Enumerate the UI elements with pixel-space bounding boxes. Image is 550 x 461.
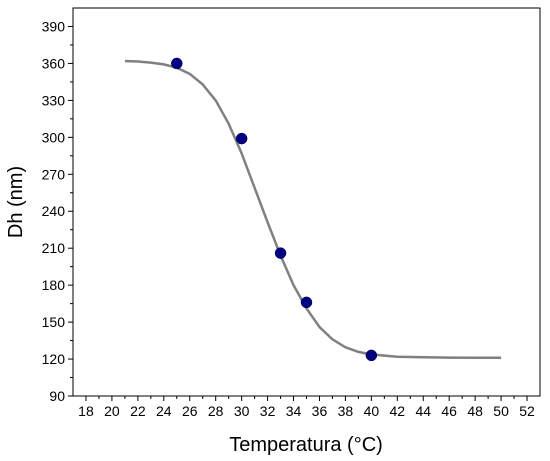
- x-tick-label: 36: [312, 403, 328, 419]
- x-tick-label: 46: [441, 403, 457, 419]
- y-axis: 90 120 150 180 210 240 270 300 330 360 390: [42, 18, 73, 404]
- y-tick-label: 120: [42, 351, 66, 367]
- y-axis-title: Dh (nm): [5, 166, 27, 238]
- y-tick-label: 330: [42, 92, 66, 108]
- x-tick-label: 22: [130, 403, 146, 419]
- x-tick-label: 18: [78, 403, 94, 419]
- x-tick-label: 44: [415, 403, 431, 419]
- x-tick-label: 48: [467, 403, 483, 419]
- x-tick-label: 20: [104, 403, 120, 419]
- x-tick-label: 24: [156, 403, 172, 419]
- x-axis-title: Temperatura (°C): [229, 434, 383, 456]
- x-tick-label: 30: [234, 403, 250, 419]
- y-tick-label: 240: [42, 203, 66, 219]
- data-point: [274, 247, 287, 259]
- x-axis: 18 20 22 24 26 28 30 32 34 36 38 40 42 44 46 48 50 52: [78, 396, 535, 419]
- x-tick-label: 32: [260, 403, 276, 419]
- fit-curve: [124, 59, 502, 360]
- y-tick-label: 360: [42, 55, 66, 71]
- data-point: [171, 57, 183, 70]
- y-tick-label: 270: [42, 166, 66, 182]
- y-tick-label: 150: [42, 314, 66, 330]
- x-tick-label: 50: [493, 403, 509, 419]
- x-tick-label: 52: [519, 403, 535, 419]
- y-tick-label: 300: [42, 129, 66, 145]
- y-tick-label: 210: [42, 240, 66, 256]
- data-point: [365, 349, 378, 362]
- x-tick-label: 34: [286, 403, 302, 419]
- x-tick-label: 40: [364, 403, 380, 419]
- y-tick-label: 180: [42, 277, 66, 293]
- x-tick-label: 26: [182, 403, 198, 419]
- y-tick-label: 390: [42, 18, 66, 34]
- data-points: [171, 57, 378, 362]
- data-point: [235, 132, 248, 145]
- x-tick-label: 38: [338, 403, 354, 419]
- plot-frame: [72, 7, 541, 397]
- y-tick-label: 90: [49, 388, 65, 404]
- x-tick-label: 42: [390, 403, 406, 419]
- data-point: [300, 296, 313, 309]
- x-tick-label: 28: [208, 403, 224, 419]
